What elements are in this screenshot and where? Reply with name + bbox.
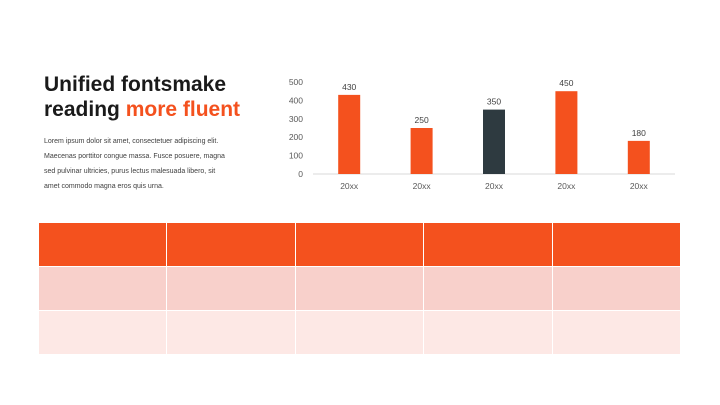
table-cell [423, 310, 553, 355]
bar-data-label: 430 [342, 82, 356, 92]
bar [410, 128, 433, 174]
title-line-1: Unified fontsmake [44, 73, 227, 96]
data-table [37, 222, 682, 355]
table-cell [551, 310, 682, 355]
bar [483, 109, 505, 174]
bar [338, 94, 361, 174]
x-tick-label: 20xx [485, 181, 504, 191]
body-paragraph: Lorem ipsum dolor sit amet, consectetuer… [44, 134, 244, 194]
table-cell [37, 266, 168, 311]
y-tick-label: 200 [289, 132, 303, 142]
bar-data-label: 450 [559, 78, 573, 88]
y-tick-label: 0 [298, 169, 303, 179]
table-cell [166, 310, 296, 355]
bar-data-label: 180 [632, 128, 646, 138]
y-tick-label: 100 [289, 151, 303, 161]
x-tick-label: 20xx [413, 181, 432, 191]
body-line: Maecenas porttitor congue massa. Fusce p… [44, 153, 225, 160]
bar-data-label: 250 [415, 115, 429, 125]
x-tick-label: 20xx [630, 181, 649, 191]
table-cell [37, 310, 168, 355]
y-tick-label: 400 [289, 95, 303, 105]
x-tick-label: 20xx [340, 181, 359, 191]
table-cell [166, 222, 296, 267]
table-cell [551, 266, 682, 311]
body-line: amet commodo magna eros quis urna. [44, 183, 164, 190]
bar-chart: 0 100 200 300 400 500 430 20xx 250 20xx 350 20xx 450… [289, 77, 675, 191]
title-line-2: reading more fluent [44, 97, 240, 122]
table-cell [423, 266, 553, 311]
bar-data-label: 350 [487, 97, 501, 107]
table-header-row [37, 222, 682, 267]
table-row [37, 266, 682, 311]
table-cell [166, 266, 296, 311]
table-cell [294, 266, 425, 311]
table-cell [551, 222, 682, 267]
body-line: Lorem ipsum dolor sit amet, consectetuer… [44, 138, 219, 145]
x-tick-label: 20xx [557, 181, 576, 191]
table-cell [37, 222, 168, 267]
title-accent-text: more fluent [125, 98, 241, 121]
table-cell [423, 222, 553, 267]
bar [555, 91, 578, 174]
y-tick-label: 300 [289, 114, 303, 124]
table-cell [294, 310, 425, 355]
title-line-2-plain: reading [44, 98, 126, 121]
y-tick-label: 500 [289, 77, 303, 87]
slide-title: Unified fontsmake reading more fluent [44, 72, 240, 122]
body-line: sed pulvinar ultricies, purus lectus mal… [44, 168, 216, 175]
table-row [37, 310, 682, 355]
table-cell [294, 222, 425, 267]
bar [627, 140, 650, 174]
